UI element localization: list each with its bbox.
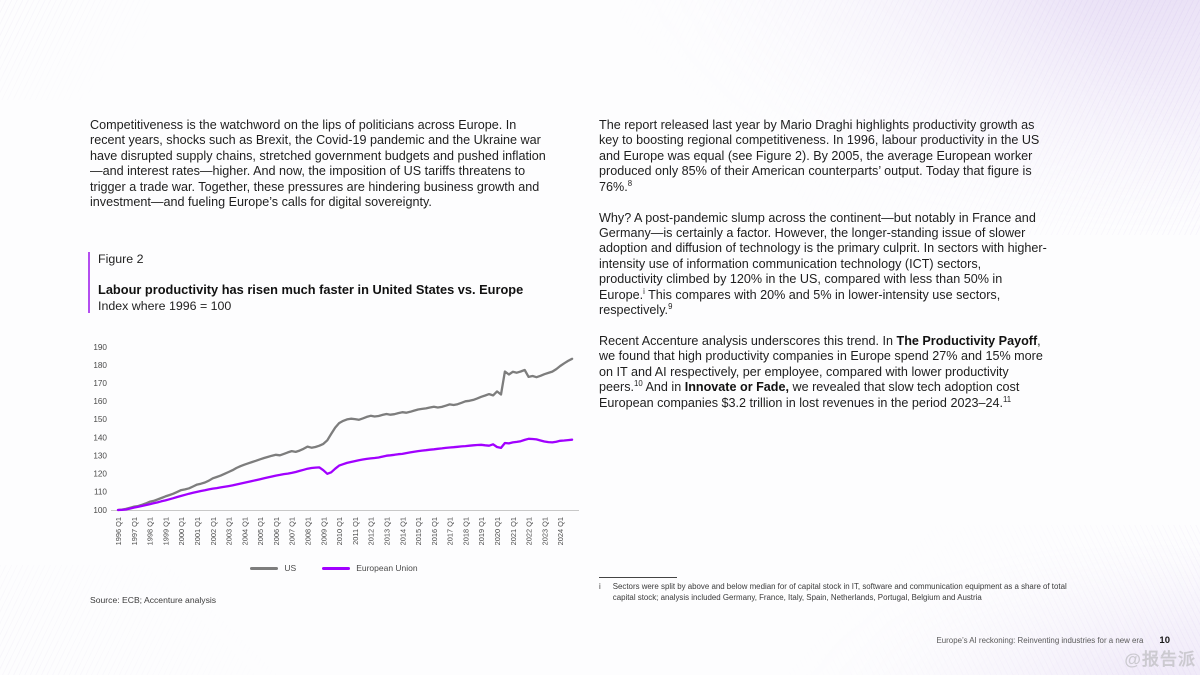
svg-text:2017 Q1: 2017 Q1 xyxy=(446,517,455,545)
svg-text:2021 Q1: 2021 Q1 xyxy=(509,517,518,545)
right-column: The report released last year by Mario D… xyxy=(599,118,1047,426)
svg-text:2010 Q1: 2010 Q1 xyxy=(335,517,344,545)
footnote-text: Sectors were split by above and below me… xyxy=(612,582,1067,602)
footnote-marker: i xyxy=(599,582,601,591)
svg-text:2004 Q1: 2004 Q1 xyxy=(240,517,249,545)
figure-title: Labour productivity has risen much faste… xyxy=(98,282,524,297)
figure-label: Figure 2 xyxy=(98,252,144,266)
svg-text:2013 Q1: 2013 Q1 xyxy=(382,517,391,545)
svg-text:130: 130 xyxy=(93,451,107,460)
legend-item-eu: European Union xyxy=(322,563,418,573)
svg-text:2005 Q1: 2005 Q1 xyxy=(256,517,265,545)
svg-text:1998 Q1: 1998 Q1 xyxy=(146,517,155,545)
svg-text:140: 140 xyxy=(93,433,107,442)
intro-paragraph: Competitiveness is the watchword on the … xyxy=(90,118,546,210)
svg-text:2011 Q1: 2011 Q1 xyxy=(351,517,360,545)
svg-text:190: 190 xyxy=(93,343,107,352)
svg-text:2018 Q1: 2018 Q1 xyxy=(461,517,470,545)
figure-header: Figure 2 Labour productivity has risen m… xyxy=(88,252,568,313)
svg-text:2020 Q1: 2020 Q1 xyxy=(493,517,502,545)
page-number: 10 xyxy=(1159,635,1170,646)
svg-text:2002 Q1: 2002 Q1 xyxy=(209,517,218,545)
legend-item-us: US xyxy=(250,563,296,573)
svg-text:2007 Q1: 2007 Q1 xyxy=(288,517,297,545)
productivity-line-chart: 100 110 120 130 140 150 160 170 180 190 1996 Q1 199… xyxy=(84,340,584,558)
footnote: i Sectors were split by above and below … xyxy=(599,577,1069,603)
svg-text:120: 120 xyxy=(93,470,107,479)
svg-text:2008 Q1: 2008 Q1 xyxy=(304,517,313,545)
svg-text:2015 Q1: 2015 Q1 xyxy=(414,517,423,545)
svg-text:180: 180 xyxy=(93,361,107,370)
svg-text:110: 110 xyxy=(94,488,107,497)
svg-text:150: 150 xyxy=(93,415,107,424)
svg-text:170: 170 xyxy=(93,379,107,388)
svg-text:1997 Q1: 1997 Q1 xyxy=(130,517,139,545)
svg-text:2024 Q1: 2024 Q1 xyxy=(556,517,565,545)
svg-text:2003 Q1: 2003 Q1 xyxy=(225,517,234,545)
svg-text:1996 Q1: 1996 Q1 xyxy=(114,517,123,545)
svg-text:2014 Q1: 2014 Q1 xyxy=(398,517,407,545)
background-decoration-top-left xyxy=(0,0,150,100)
figure-subtitle: Index where 1996 = 100 xyxy=(98,299,232,313)
paragraph-accenture-analysis: Recent Accenture analysis underscores th… xyxy=(599,333,1043,410)
svg-text:2009 Q1: 2009 Q1 xyxy=(319,517,328,545)
svg-text:160: 160 xyxy=(93,397,107,406)
page-footer: Europe’s AI reckoning: Reinventing indus… xyxy=(937,635,1170,646)
svg-text:2000 Q1: 2000 Q1 xyxy=(177,517,186,545)
legend-label-us: US xyxy=(284,563,297,573)
svg-text:2006 Q1: 2006 Q1 xyxy=(272,517,281,545)
svg-text:2023 Q1: 2023 Q1 xyxy=(540,517,549,545)
background-decoration-bottom-left xyxy=(0,565,300,675)
eu-line-swatch xyxy=(322,566,351,570)
report-title: Europe’s AI reckoning: Reinventing indus… xyxy=(936,636,1144,645)
paragraph-why: Why? A post-pandemic slump across the co… xyxy=(599,210,1047,317)
chart-canvas: 100 110 120 130 140 150 160 170 180 190 1996 Q1 199… xyxy=(93,343,579,545)
us-line-swatch xyxy=(250,566,279,570)
chart-legend: US European Union xyxy=(84,563,584,573)
svg-text:2016 Q1: 2016 Q1 xyxy=(430,517,439,545)
svg-text:100: 100 xyxy=(93,506,107,515)
paragraph-draghi: The report released last year by Mario D… xyxy=(599,118,1040,194)
svg-text:2001 Q1: 2001 Q1 xyxy=(193,517,202,545)
svg-text:2022 Q1: 2022 Q1 xyxy=(525,517,534,545)
svg-text:2012 Q1: 2012 Q1 xyxy=(367,517,376,545)
legend-label-eu: European Union xyxy=(356,563,418,573)
svg-text:1999 Q1: 1999 Q1 xyxy=(161,517,170,545)
footnote-divider xyxy=(599,577,677,578)
watermark: @报告派 xyxy=(1124,650,1196,669)
svg-text:2019 Q1: 2019 Q1 xyxy=(477,517,486,545)
chart-source: Source: ECB; Accenture analysis xyxy=(90,595,217,605)
